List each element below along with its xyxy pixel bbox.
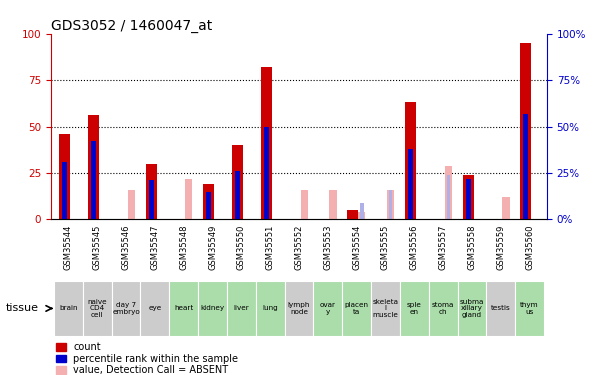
Text: GDS3052 / 1460047_at: GDS3052 / 1460047_at: [51, 19, 212, 33]
Bar: [88, 116, 99, 219]
Text: naive
CD4
cell: naive CD4 cell: [87, 299, 107, 318]
Text: GSM35556: GSM35556: [410, 224, 419, 270]
Bar: [347, 210, 358, 219]
Bar: [54, 281, 83, 336]
Bar: [198, 281, 227, 336]
Text: kidney: kidney: [201, 305, 225, 311]
Bar: [261, 67, 272, 219]
Bar: [387, 190, 394, 219]
Text: GSM35559: GSM35559: [496, 224, 505, 270]
Bar: [145, 164, 157, 219]
Bar: [457, 281, 486, 336]
Text: day 7
embryо: day 7 embryо: [112, 302, 140, 315]
Bar: [342, 281, 371, 336]
Text: stoma
ch: stoma ch: [432, 302, 454, 315]
Text: GSM35555: GSM35555: [381, 224, 390, 270]
Bar: [405, 102, 416, 219]
Text: GSM35553: GSM35553: [323, 224, 332, 270]
Bar: [127, 190, 135, 219]
Bar: [91, 141, 96, 219]
Text: GSM35549: GSM35549: [208, 224, 217, 270]
Text: brain: brain: [59, 305, 78, 311]
Bar: [256, 281, 285, 336]
Bar: [62, 162, 67, 219]
Bar: [148, 180, 154, 219]
Bar: [83, 281, 112, 336]
Text: GSM35545: GSM35545: [93, 224, 102, 270]
Bar: [329, 190, 337, 219]
Bar: [59, 134, 70, 219]
Text: subma
xillary
gland: subma xillary gland: [460, 299, 484, 318]
Bar: [486, 281, 515, 336]
Text: eye: eye: [148, 305, 162, 311]
Bar: [400, 281, 429, 336]
Bar: [264, 127, 269, 219]
Bar: [520, 43, 531, 219]
Bar: [313, 281, 342, 336]
Bar: [358, 212, 365, 219]
Text: GSM35558: GSM35558: [468, 224, 477, 270]
Bar: [300, 190, 308, 219]
Bar: [360, 202, 364, 219]
Text: GSM35551: GSM35551: [266, 224, 275, 270]
Text: placen
ta: placen ta: [344, 302, 368, 315]
Bar: [515, 281, 544, 336]
Text: sple
en: sple en: [407, 302, 422, 315]
Text: GSM35548: GSM35548: [179, 224, 188, 270]
Bar: [429, 281, 457, 336]
Bar: [445, 165, 452, 219]
Text: GSM35552: GSM35552: [294, 224, 304, 270]
Bar: [285, 281, 313, 336]
Bar: [389, 190, 392, 219]
Legend: count, percentile rank within the sample, value, Detection Call = ABSENT, rank, : count, percentile rank within the sample…: [56, 342, 239, 375]
Bar: [371, 281, 400, 336]
Text: GSM35547: GSM35547: [150, 224, 159, 270]
Text: lymph
node: lymph node: [288, 302, 310, 315]
Text: GSM35557: GSM35557: [439, 224, 448, 270]
Bar: [227, 281, 256, 336]
Text: GSM35554: GSM35554: [352, 224, 361, 270]
Text: thym
us: thym us: [520, 302, 539, 315]
Text: ovar
y: ovar y: [320, 302, 336, 315]
Text: GSM35544: GSM35544: [64, 224, 73, 270]
Bar: [466, 178, 471, 219]
Bar: [408, 149, 413, 219]
Bar: [502, 197, 510, 219]
Text: skeleta
l
muscle: skeleta l muscle: [373, 299, 398, 318]
Text: GSM35550: GSM35550: [237, 224, 246, 270]
Text: tissue: tissue: [6, 303, 39, 313]
Bar: [523, 114, 528, 219]
Text: heart: heart: [174, 305, 194, 311]
Bar: [447, 175, 450, 219]
Bar: [141, 281, 169, 336]
Bar: [206, 192, 212, 219]
Bar: [169, 281, 198, 336]
Bar: [232, 145, 243, 219]
Text: GSM35560: GSM35560: [525, 224, 534, 270]
Text: liver: liver: [233, 305, 249, 311]
Bar: [235, 171, 240, 219]
Text: lung: lung: [262, 305, 278, 311]
Bar: [463, 175, 474, 219]
Bar: [203, 184, 214, 219]
Text: GSM35546: GSM35546: [121, 224, 130, 270]
Bar: [185, 178, 192, 219]
Bar: [112, 281, 141, 336]
Text: testis: testis: [491, 305, 511, 311]
